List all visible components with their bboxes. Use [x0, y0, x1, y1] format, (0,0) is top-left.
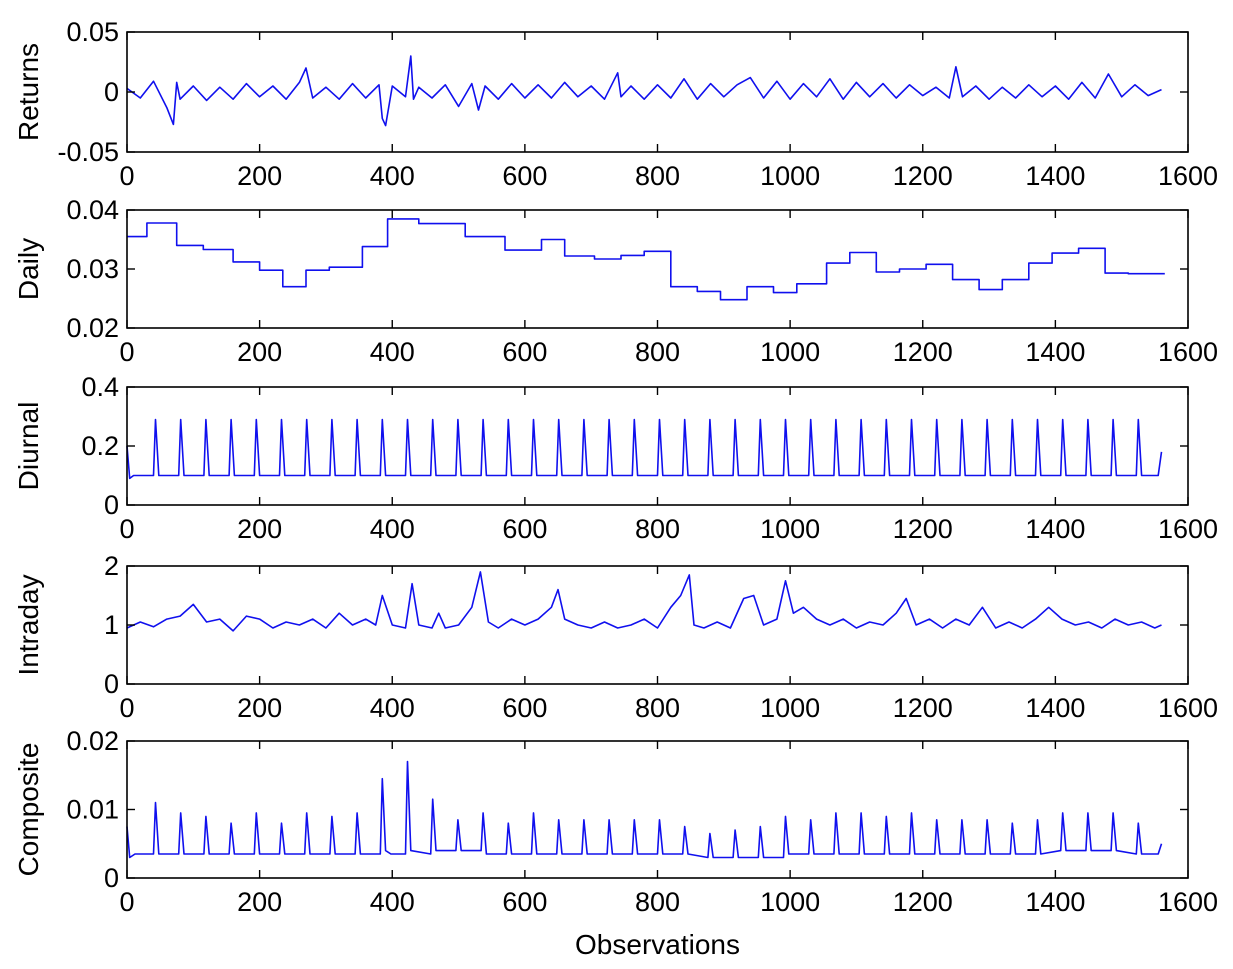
y-tick-label: 0	[104, 490, 119, 520]
series-line	[126, 55, 1162, 127]
y-tick-label: 0.02	[66, 313, 119, 343]
x-tick-label: 1200	[893, 337, 953, 367]
x-tick-label: 1000	[760, 514, 820, 544]
x-tick-label: 1400	[1025, 514, 1085, 544]
y-axis-label: Intraday	[13, 574, 44, 675]
x-tick-label: 0	[119, 161, 134, 191]
x-tick-label: 600	[502, 337, 547, 367]
y-tick-label: 0.05	[66, 17, 119, 47]
x-tick-label: 1400	[1025, 693, 1085, 723]
y-axis-label: Composite	[13, 743, 44, 877]
x-tick-label: 1000	[760, 161, 820, 191]
panel-diurnal: 0 200 400 600 800 1000 1200 1400 1600 0 0.2 0.4 Diur…	[13, 372, 1218, 544]
x-tick-label: 1600	[1158, 337, 1218, 367]
series-line	[127, 218, 1165, 301]
y-tick-label: 0.02	[66, 726, 119, 756]
axes-frame	[126, 740, 1189, 879]
y-axis-label: Returns	[13, 43, 44, 141]
x-tick-label: 1200	[893, 161, 953, 191]
x-tick-label: 1400	[1025, 161, 1085, 191]
x-tick-label: 1200	[893, 514, 953, 544]
x-tick-label: 600	[502, 161, 547, 191]
panel-composite: 0 200 400 600 800 1000 1200 1400 1600 0 0.01 0.02 Co…	[13, 726, 1218, 960]
x-tick-label: 200	[237, 514, 282, 544]
x-tick-label: 1000	[760, 337, 820, 367]
y-tick-label: 0	[104, 863, 119, 893]
x-tick-label: 800	[635, 514, 680, 544]
y-axis-label: Diurnal	[13, 402, 44, 491]
x-tick-label: 200	[237, 161, 282, 191]
x-tick-label: 800	[635, 693, 680, 723]
x-tick-label: 400	[370, 337, 415, 367]
x-tick-label: 0	[119, 887, 134, 917]
x-tick-label: 0	[119, 337, 134, 367]
x-tick-label: 1600	[1158, 161, 1218, 191]
panel-returns: 0 200 400 600 800 1000 1200 1400 1600-0.0500.05R…	[13, 17, 1218, 191]
x-tick-label: 1200	[893, 887, 953, 917]
x-tick-label: 400	[370, 887, 415, 917]
axes-frame	[126, 31, 1189, 153]
x-tick-label: 600	[502, 887, 547, 917]
x-tick-label: 1000	[760, 693, 820, 723]
series-line	[126, 760, 1163, 859]
x-tick-label: 1600	[1158, 514, 1218, 544]
x-tick-label: 1600	[1158, 693, 1218, 723]
y-tick-label: 0.2	[81, 431, 119, 461]
x-tick-label: 800	[635, 337, 680, 367]
y-tick-label: -0.05	[57, 137, 119, 167]
axes-frame	[126, 386, 1189, 506]
x-tick-label: 600	[502, 693, 547, 723]
panel-daily: 0 200 400 600 800 1000 1200 1400 1600 0.02 0.03 0.0…	[13, 195, 1218, 367]
y-tick-label: 0	[104, 77, 119, 107]
x-tick-label: 1200	[893, 693, 953, 723]
y-tick-label: 0.03	[66, 254, 119, 284]
x-tick-label: 1400	[1025, 337, 1085, 367]
y-tick-label: 0.4	[81, 372, 119, 402]
x-tick-label: 0	[119, 693, 134, 723]
x-tick-label: 400	[370, 161, 415, 191]
x-tick-label: 400	[370, 693, 415, 723]
series-line	[126, 418, 1163, 480]
x-tick-label: 200	[237, 693, 282, 723]
y-tick-label: 0	[104, 669, 119, 699]
x-tick-label: 1400	[1025, 887, 1085, 917]
x-tick-label: 200	[237, 887, 282, 917]
x-tick-label: 0	[119, 514, 134, 544]
x-tick-label: 800	[635, 161, 680, 191]
y-axis-label: Daily	[13, 238, 44, 300]
x-tick-label: 400	[370, 514, 415, 544]
panel-intraday: 0 200 400 600 800 1000 1200 1400 1600 0 1 2 Intraday	[13, 551, 1218, 723]
x-axis-label: Observations	[575, 929, 740, 960]
x-tick-label: 800	[635, 887, 680, 917]
y-tick-label: 2	[104, 551, 119, 581]
y-tick-label: 0.04	[66, 195, 119, 225]
axes-frame	[126, 565, 1189, 685]
x-tick-label: 1600	[1158, 887, 1218, 917]
x-tick-label: 200	[237, 337, 282, 367]
x-tick-label: 1000	[760, 887, 820, 917]
series-line	[126, 571, 1162, 632]
y-tick-label: 1	[104, 610, 119, 640]
y-tick-label: 0.01	[66, 795, 119, 825]
x-tick-label: 600	[502, 514, 547, 544]
